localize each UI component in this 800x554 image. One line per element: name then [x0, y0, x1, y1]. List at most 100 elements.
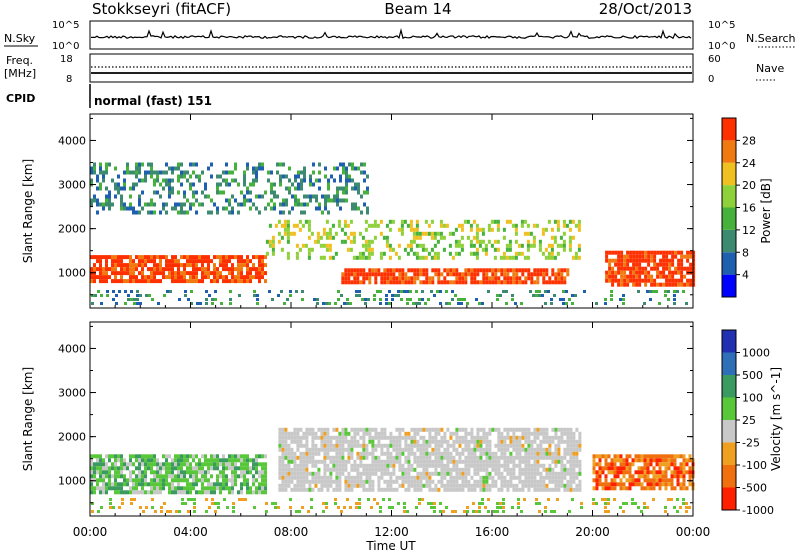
heatmap-cell	[448, 243, 452, 248]
heatmap-cell	[667, 482, 671, 487]
heatmap-cell	[127, 298, 130, 301]
heatmap-cell	[132, 279, 135, 284]
heatmap-cell	[392, 455, 396, 460]
heatmap-cell	[243, 478, 246, 483]
heatmap-cell	[332, 443, 336, 448]
heatmap-cell	[635, 278, 639, 283]
heatmap-cell	[287, 463, 291, 468]
heatmap-cell	[392, 272, 396, 277]
heatmap-cell	[159, 482, 162, 487]
heatmap-cell	[575, 427, 579, 432]
heatmap-cell	[93, 470, 96, 475]
heatmap-cell	[373, 294, 376, 297]
heatmap-cell	[506, 463, 510, 468]
heatmap-cell	[91, 502, 94, 505]
heatmap-cell	[299, 427, 303, 432]
heatmap-cell	[397, 227, 401, 232]
heatmap-cell	[623, 278, 627, 283]
heatmap-cell	[485, 280, 489, 285]
heatmap-cell	[443, 463, 447, 468]
heatmap-cell	[353, 435, 357, 440]
heatmap-cell	[524, 463, 528, 468]
heatmap-cell	[261, 486, 264, 491]
heatmap-cell	[461, 447, 465, 452]
heatmap-cell	[430, 231, 434, 236]
heatmap-cell	[488, 455, 492, 460]
heatmap-cell	[367, 498, 370, 501]
heatmap-cell	[117, 474, 120, 479]
heatmap-cell	[664, 462, 668, 467]
heatmap-cell	[512, 455, 516, 460]
heatmap-cell	[658, 462, 662, 467]
heatmap-cell	[349, 239, 353, 244]
heatmap-cell	[225, 170, 228, 175]
heatmap-cell	[512, 439, 516, 444]
heatmap-cell	[310, 247, 314, 252]
heatmap-cell	[346, 298, 349, 301]
heatmap-cell	[100, 294, 103, 297]
heatmap-cell	[362, 443, 366, 448]
heatmap-cell	[350, 439, 354, 444]
heatmap-cell	[258, 482, 261, 487]
heatmap-cell	[99, 490, 102, 495]
heatmap-cell	[377, 268, 381, 273]
heatmap-cell	[343, 302, 346, 305]
heatmap-cell	[171, 263, 174, 268]
heatmap-cell	[300, 178, 303, 183]
heatmap-cell	[177, 178, 180, 183]
heatmap-cell	[676, 466, 680, 471]
heatmap-cell	[299, 451, 303, 456]
heatmap-cell	[511, 298, 514, 301]
heatmap-cell	[566, 467, 570, 472]
heatmap-cell	[419, 435, 423, 440]
heatmap-cell	[329, 455, 333, 460]
heatmap-cell	[264, 190, 267, 195]
heatmap-cell	[108, 275, 111, 280]
heatmap-cell	[668, 250, 672, 255]
heatmap-cell	[533, 439, 537, 444]
heatmap-cell	[671, 274, 675, 279]
heatmap-cell	[342, 166, 345, 171]
heatmap-cell	[355, 502, 358, 505]
heatmap-cell	[380, 463, 384, 468]
heatmap-cell	[336, 190, 339, 195]
heatmap-cell	[551, 439, 555, 444]
heatmap-cell	[539, 483, 543, 488]
heatmap-cell	[371, 483, 375, 488]
heatmap-cell	[205, 290, 208, 293]
heatmap-cell	[530, 463, 534, 468]
heatmap-cell	[557, 487, 561, 492]
heatmap-cell	[132, 271, 135, 276]
heatmap-cell	[377, 479, 381, 484]
heatmap-cell	[228, 454, 231, 459]
heatmap-cell	[299, 435, 303, 440]
heatmap-cell	[277, 239, 281, 244]
heatmap-cell	[358, 506, 361, 509]
heatmap-cell	[174, 462, 177, 467]
heatmap-cell	[213, 263, 216, 268]
heatmap-cell	[500, 451, 504, 456]
heatmap-cell	[100, 302, 103, 305]
heatmap-cell	[679, 482, 683, 487]
heatmap-cell	[679, 506, 682, 509]
heatmap-cell	[344, 268, 348, 273]
feature-1	[592, 454, 695, 491]
heatmap-cell	[662, 250, 666, 255]
heatmap-cell	[338, 451, 342, 456]
heatmap-cell	[207, 462, 210, 467]
heatmap-cell	[198, 462, 201, 467]
heatmap-cell	[388, 227, 392, 232]
heatmap-cell	[610, 478, 614, 483]
heatmap-cell	[386, 451, 390, 456]
heatmap-cell	[661, 478, 665, 483]
heatmap-cell	[571, 235, 575, 240]
heatmap-cell	[679, 462, 683, 467]
heatmap-cell	[655, 474, 659, 479]
heatmap-cell	[562, 243, 566, 248]
heatmap-cell	[610, 466, 614, 471]
heatmap-cell	[334, 302, 337, 305]
heatmap-cell	[512, 272, 516, 277]
heatmap-cell	[289, 231, 293, 236]
heatmap-cell	[90, 279, 93, 284]
heatmap-cell	[332, 463, 336, 468]
